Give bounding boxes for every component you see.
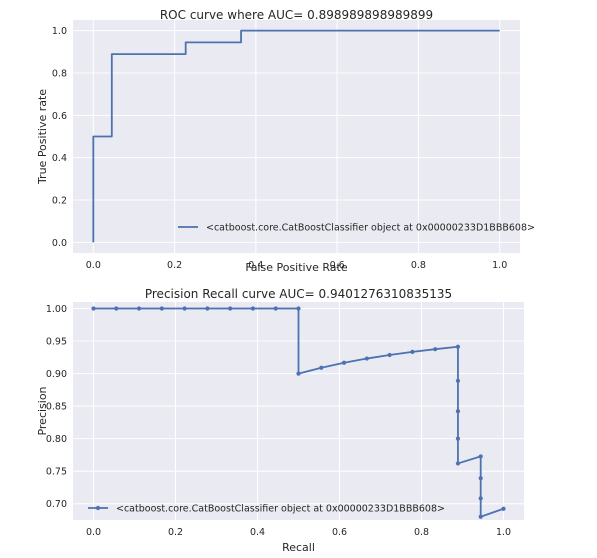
x-tick-label: 0.8 bbox=[414, 527, 429, 538]
data-point bbox=[296, 371, 301, 376]
data-point bbox=[455, 378, 461, 383]
x-tick-label: 0.2 bbox=[167, 260, 182, 271]
x-axis-label: False Positive Rate bbox=[245, 261, 347, 274]
y-axis-label: Precision bbox=[36, 386, 49, 435]
y-tick-label: 1.00 bbox=[46, 304, 67, 315]
x-tick-label: 0.6 bbox=[332, 527, 347, 538]
x-tick-label: 0.4 bbox=[250, 527, 265, 538]
data-point bbox=[250, 306, 256, 311]
y-tick-label: 1.0 bbox=[52, 26, 67, 37]
y-tick-label: 0.85 bbox=[46, 402, 67, 413]
data-point bbox=[478, 476, 483, 481]
y-tick-label: 0.2 bbox=[52, 196, 67, 207]
y-tick-label: 0.95 bbox=[46, 337, 67, 348]
data-point bbox=[205, 306, 210, 311]
chart-title: Precision Recall curve AUC= 0.9401276310… bbox=[145, 287, 452, 301]
x-tick-label: 0.6 bbox=[330, 260, 345, 271]
data-point bbox=[273, 306, 278, 311]
data-point bbox=[159, 306, 164, 311]
data-point bbox=[501, 506, 506, 511]
data-point bbox=[114, 306, 119, 311]
legend-label: <catboost.core.CatBoostClassifier object… bbox=[206, 223, 535, 234]
y-tick-label: 0.70 bbox=[46, 499, 67, 510]
x-tick-label: 0.0 bbox=[86, 260, 101, 271]
data-point bbox=[455, 436, 461, 441]
data-point bbox=[387, 352, 392, 358]
x-tick-label: 0.8 bbox=[411, 260, 426, 271]
y-tick-label: 0.80 bbox=[46, 434, 67, 445]
data-point bbox=[455, 409, 461, 414]
legend-label: <catboost.core.CatBoostClassifier object… bbox=[116, 504, 445, 515]
data-point bbox=[410, 349, 415, 355]
y-tick-label: 0.4 bbox=[52, 153, 67, 164]
data-point bbox=[455, 461, 461, 466]
roc-chart: 0.0 0.2 0.4 0.6 0.8 1.0 0.0 0.2 0.4 0.6 0.8 1.0 ROC … bbox=[36, 8, 535, 274]
data-point bbox=[319, 365, 324, 370]
data-point bbox=[182, 306, 187, 311]
data-point bbox=[433, 347, 438, 352]
y-tick-label: 0.8 bbox=[52, 68, 67, 79]
data-point bbox=[136, 306, 142, 311]
x-tick-label: 0.0 bbox=[86, 527, 101, 538]
data-point bbox=[341, 360, 347, 365]
data-point bbox=[478, 514, 483, 519]
y-tick-label: 0.90 bbox=[46, 369, 67, 380]
y-tick-label: 0.0 bbox=[52, 238, 67, 249]
y-tick-label: 0.75 bbox=[46, 467, 67, 478]
legend-marker bbox=[95, 505, 101, 511]
data-point bbox=[455, 344, 461, 349]
data-point bbox=[364, 356, 369, 361]
chart-title: ROC curve where AUC= 0.898989898989899 bbox=[160, 8, 433, 22]
data-point bbox=[296, 306, 301, 311]
series-line bbox=[92, 29, 500, 243]
data-point bbox=[91, 306, 96, 311]
x-tick-label: 1.0 bbox=[492, 260, 507, 271]
data-point bbox=[478, 496, 483, 501]
data-point bbox=[478, 454, 483, 459]
data-point bbox=[228, 306, 233, 311]
plot-area bbox=[73, 20, 520, 253]
x-tick-label: 1.0 bbox=[496, 527, 511, 538]
y-tick-label: 0.6 bbox=[52, 111, 67, 122]
precision-recall-chart: 0.0 0.2 0.4 0.6 0.8 1.0 0.70 0.75 0.80 0.85 0.90 0.… bbox=[36, 287, 524, 554]
x-axis-label: Recall bbox=[282, 541, 315, 554]
y-axis-label: True Positive rate bbox=[36, 89, 49, 185]
x-tick-label: 0.4 bbox=[248, 260, 263, 271]
x-tick-label: 0.2 bbox=[168, 527, 183, 538]
